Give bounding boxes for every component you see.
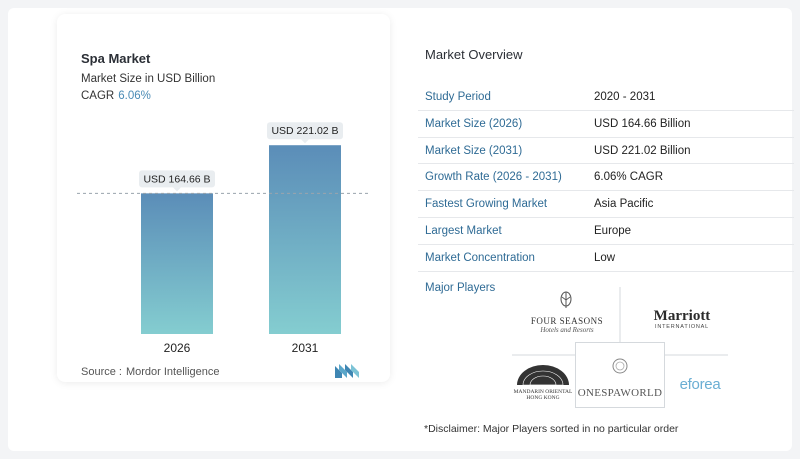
data-label-bg xyxy=(139,170,215,188)
cagr-label: CAGR xyxy=(81,90,115,102)
row-key: Largest Market xyxy=(425,224,502,237)
overview-row: Market Size (2031) USD 221.02 Billion xyxy=(418,138,794,165)
row-key: Growth Rate (2026 - 2031) xyxy=(425,171,562,184)
x-tick-label: 2026 xyxy=(164,341,191,355)
marriott-name: Marriott xyxy=(653,308,711,324)
row-value: USD 221.02 Billion xyxy=(594,144,691,157)
disclaimer: *Disclaimer: Major Players sorted in no … xyxy=(424,423,679,435)
bar-chart: USD 164.66 B 2026 USD 221.02 B 2031 xyxy=(77,122,369,355)
overview-row: Market Concentration Low xyxy=(418,245,794,272)
row-key: Fastest Growing Market xyxy=(425,198,548,211)
onespaworld-name: ONESPAWORLD xyxy=(577,387,663,399)
mandarin-oriental-logo: MANDARIN ORIENTAL HONG KONG xyxy=(510,389,576,401)
market-size-card: Spa Market Market Size in USD Billion CA… xyxy=(57,14,390,382)
bar-2031 xyxy=(269,145,341,334)
overview-row: Market Size (2026) USD 164.66 Billion xyxy=(418,111,794,138)
row-value: USD 164.66 Billion xyxy=(594,117,691,130)
data-label-pointer xyxy=(173,187,181,192)
marriott-logo: Marriott INTERNATIONAL xyxy=(642,308,722,331)
x-tick-label: 2031 xyxy=(292,341,319,355)
onespaworld-logo: ONESPAWORLD xyxy=(575,387,665,399)
cagr-line: CAGR 6.06% xyxy=(81,90,151,102)
row-value: 6.06% CAGR xyxy=(594,171,664,184)
marriott-tagline: INTERNATIONAL xyxy=(655,324,709,330)
data-label: USD 164.66 B xyxy=(143,173,210,185)
mandarin-city: HONG KONG xyxy=(526,395,560,401)
overview-row: Study Period 2020 - 2031 xyxy=(418,84,794,111)
overview-row: Largest Market Europe xyxy=(418,218,794,245)
card-subtitle: Market Size in USD Billion xyxy=(81,73,216,85)
data-label-bg xyxy=(267,122,343,140)
four-seasons-name: FOUR SEASONS xyxy=(530,316,604,326)
cagr-value: 6.06% xyxy=(118,90,151,102)
data-label: USD 221.02 B xyxy=(271,125,338,137)
row-key: Market Size (2031) xyxy=(425,144,523,157)
four-seasons-tagline: Hotels and Resorts xyxy=(540,326,594,334)
mandarin-name: MANDARIN ORIENTAL xyxy=(513,389,573,395)
eforea-logo: eforea xyxy=(670,376,730,393)
source-value: Mordor Intelligence xyxy=(125,366,220,378)
row-value: Low xyxy=(594,251,616,264)
row-value: Europe xyxy=(594,224,632,237)
data-label-pointer xyxy=(301,139,309,144)
overview-title: Market Overview xyxy=(425,47,523,62)
overview-table: Study Period 2020 - 2031 Market Size (202… xyxy=(418,84,794,272)
major-players-title: Major Players xyxy=(425,282,496,294)
overview-row: Fastest Growing Market Asia Pacific xyxy=(418,191,794,218)
card-title: Spa Market xyxy=(81,51,151,66)
row-value: Asia Pacific xyxy=(594,198,654,211)
row-key: Market Size (2026) xyxy=(425,117,523,130)
four-seasons-logo: FOUR SEASONS Hotels and Resorts xyxy=(526,316,608,334)
source-label: Source : xyxy=(81,366,122,378)
eforea-name: eforea xyxy=(679,376,721,393)
row-key: Study Period xyxy=(425,91,491,103)
mordor-intelligence-logo-icon xyxy=(335,364,359,378)
source-line: Source : Mordor Intelligence xyxy=(81,366,220,378)
overview-row: Growth Rate (2026 - 2031) 6.06% CAGR xyxy=(418,164,794,192)
row-value: 2020 - 2031 xyxy=(594,91,656,103)
row-key: Market Concentration xyxy=(425,251,535,264)
bar-2026 xyxy=(141,193,213,334)
